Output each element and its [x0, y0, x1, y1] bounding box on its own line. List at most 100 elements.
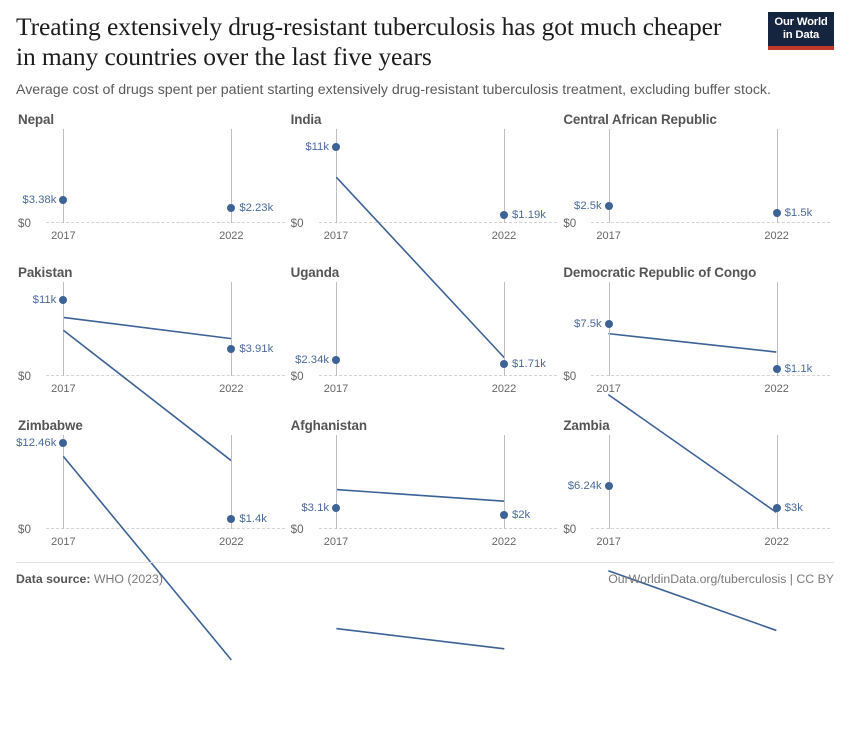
axis-tick-line — [231, 129, 233, 224]
plot-area: $0 2017 2022 $11k $1.19k — [291, 129, 558, 245]
data-point[interactable] — [331, 143, 340, 152]
data-point[interactable] — [59, 195, 68, 204]
series-line — [18, 129, 285, 438]
chart-panel: Zimbabwe $0 2017 2022 $12.46k $1.4k — [16, 418, 289, 571]
plot-area: $0 2017 2022 $3.38k $2.23k — [18, 129, 285, 245]
data-point[interactable] — [772, 364, 781, 373]
panel-title: Zimbabwe — [18, 418, 83, 434]
chart-panel: Zambia $0 2017 2022 $6.24k $3k — [561, 418, 834, 571]
data-point-label: $11k — [305, 141, 329, 154]
panel-title: Afghanistan — [290, 418, 367, 434]
axis-tick-line — [63, 435, 65, 530]
data-point[interactable] — [772, 208, 781, 217]
data-point[interactable] — [227, 515, 236, 524]
data-point-label: $1.71k — [511, 358, 546, 371]
zero-axis-label: $0 — [18, 370, 31, 384]
zero-axis-label: $0 — [563, 523, 577, 537]
data-point[interactable] — [59, 439, 68, 448]
x-axis-tick-label: 2017 — [323, 383, 349, 396]
small-multiples-grid: Nepal $0 2017 2022 $3.38k $2.23k India $0 2017 20… — [16, 112, 834, 571]
x-axis-tick-label: 2022 — [219, 230, 244, 243]
zero-baseline — [318, 375, 558, 377]
panel-title: Democratic Republic of Congo — [563, 265, 757, 281]
our-world-in-data-logo[interactable]: Our World in Data — [768, 12, 834, 51]
data-point[interactable] — [227, 345, 236, 354]
data-source-label: Data source: — [16, 572, 91, 586]
chart-panel: Afghanistan $0 2017 2022 $3.1k $2k — [289, 418, 562, 571]
x-axis-tick-label: 2022 — [491, 230, 517, 243]
data-point-label: $1.19k — [511, 208, 546, 221]
data-point[interactable] — [227, 203, 236, 212]
zero-baseline — [591, 375, 830, 377]
axis-tick-line — [335, 435, 337, 530]
plot-area: $0 2017 2022 $11k $3.91k — [18, 282, 285, 398]
data-point[interactable] — [331, 356, 340, 364]
x-axis-tick-label: 2022 — [219, 536, 244, 549]
axis-tick-line — [231, 282, 233, 377]
data-source-value: WHO (2023) — [93, 572, 163, 586]
zero-axis-label: $0 — [290, 370, 304, 384]
series-line — [291, 435, 558, 744]
logo-line-2: in Data — [782, 29, 820, 42]
panel-title: India — [290, 112, 322, 128]
axis-tick-line — [776, 129, 778, 224]
data-point[interactable] — [604, 482, 613, 491]
axis-tick-line — [608, 282, 610, 377]
x-axis-tick-label: 2022 — [219, 383, 244, 396]
series-line — [18, 435, 285, 744]
plot-area: $0 2017 2022 $2.34k $1.71k — [291, 282, 558, 398]
x-axis-tick-label: 2022 — [491, 383, 517, 396]
chart-panel: Pakistan $0 2017 2022 $11k $3.91k — [16, 265, 289, 418]
attribution-link[interactable]: OurWorldinData.org/tuberculosis | CC BY — [608, 572, 834, 586]
series-line — [18, 282, 285, 591]
logo-line-1: Our World — [774, 16, 828, 28]
data-point[interactable] — [499, 511, 508, 520]
axis-tick-line — [231, 435, 233, 530]
data-point-label: $2k — [511, 509, 531, 522]
data-point[interactable] — [331, 503, 340, 512]
axis-tick-line — [608, 129, 610, 224]
x-axis-tick-label: 2017 — [51, 536, 76, 549]
series-line — [563, 282, 830, 591]
data-point[interactable] — [604, 320, 613, 329]
data-point-label: $3.91k — [239, 343, 274, 356]
chart-panel: Democratic Republic of Congo $0 2017 2022 $7… — [561, 265, 834, 418]
axis-tick-line — [335, 129, 337, 224]
plot-area: $0 2017 2022 $12.46k $1.4k — [16, 435, 285, 551]
data-point[interactable] — [604, 201, 613, 210]
zero-baseline — [318, 222, 558, 224]
data-point[interactable] — [772, 504, 781, 513]
axis-tick-line — [335, 282, 337, 377]
zero-axis-label: $0 — [290, 523, 304, 537]
panel-title: Uganda — [290, 265, 340, 281]
plot-area: $0 2017 2022 $7.5k $1.1k — [563, 282, 830, 398]
axis-tick-line — [503, 435, 505, 530]
data-point-label: $1.1k — [784, 362, 813, 375]
panel-title: Pakistan — [18, 265, 73, 281]
plot-area: $0 2017 2022 $2.5k $1.5k — [563, 129, 830, 245]
axis-tick-line — [63, 129, 65, 224]
x-axis-tick-label: 2017 — [51, 230, 76, 243]
zero-axis-label: $0 — [290, 217, 304, 231]
data-point-label: $2.34k — [295, 354, 329, 366]
chart-panel: Uganda $0 2017 2022 $2.34k $1.71k — [289, 265, 562, 418]
axis-tick-line — [503, 282, 505, 377]
x-axis-tick-label: 2022 — [491, 536, 517, 549]
x-axis-tick-label: 2022 — [764, 230, 789, 243]
x-axis-tick-label: 2017 — [323, 536, 349, 549]
data-point-label: $3.38k — [22, 193, 57, 206]
data-point-label: $3k — [784, 502, 803, 515]
data-point[interactable] — [499, 210, 508, 219]
x-axis-tick-label: 2017 — [596, 383, 621, 396]
data-source: Data source: WHO (2023) — [16, 572, 163, 586]
x-axis-tick-label: 2017 — [596, 230, 621, 243]
series-line — [563, 129, 830, 438]
series-line — [291, 282, 558, 591]
data-point[interactable] — [499, 360, 508, 369]
zero-axis-label: $0 — [18, 523, 31, 537]
data-point-label: $6.24k — [567, 480, 602, 493]
axis-tick-line — [63, 282, 65, 377]
data-point[interactable] — [59, 296, 68, 305]
zero-baseline — [46, 222, 285, 224]
zero-baseline — [46, 528, 285, 530]
